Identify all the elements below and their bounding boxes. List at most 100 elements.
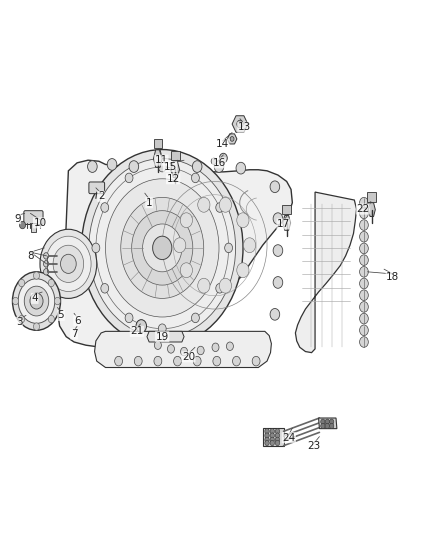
Circle shape: [173, 238, 186, 253]
Circle shape: [252, 357, 260, 366]
Text: 3: 3: [16, 317, 22, 327]
Circle shape: [125, 313, 133, 322]
Circle shape: [273, 277, 283, 288]
Circle shape: [92, 243, 100, 253]
Bar: [171, 151, 180, 160]
Circle shape: [219, 197, 232, 212]
Circle shape: [43, 253, 49, 259]
Circle shape: [191, 173, 199, 183]
Circle shape: [219, 154, 227, 163]
Circle shape: [265, 437, 269, 442]
Circle shape: [360, 302, 368, 312]
Circle shape: [273, 245, 283, 256]
Polygon shape: [95, 332, 272, 368]
Circle shape: [167, 345, 174, 353]
Circle shape: [33, 323, 39, 330]
Circle shape: [237, 120, 243, 128]
Text: 5: 5: [58, 310, 64, 320]
Circle shape: [360, 220, 368, 230]
Circle shape: [158, 163, 166, 172]
Circle shape: [276, 437, 280, 442]
Text: 15: 15: [163, 161, 177, 172]
Circle shape: [198, 278, 210, 293]
Circle shape: [152, 236, 172, 260]
Polygon shape: [283, 215, 290, 230]
Circle shape: [134, 357, 142, 366]
Polygon shape: [19, 281, 52, 324]
Polygon shape: [147, 332, 184, 342]
Polygon shape: [295, 192, 357, 353]
Circle shape: [270, 433, 275, 438]
Circle shape: [276, 440, 280, 446]
Circle shape: [321, 419, 325, 424]
Text: 8: 8: [27, 251, 34, 261]
Circle shape: [24, 286, 49, 316]
Circle shape: [143, 224, 182, 272]
Circle shape: [180, 213, 192, 228]
Text: 17: 17: [277, 219, 290, 229]
Circle shape: [270, 429, 275, 434]
Text: 23: 23: [307, 441, 321, 451]
Circle shape: [12, 272, 60, 330]
Circle shape: [329, 423, 334, 429]
Circle shape: [43, 261, 49, 267]
Polygon shape: [57, 160, 292, 349]
Polygon shape: [232, 116, 248, 132]
Circle shape: [154, 357, 162, 366]
Circle shape: [214, 161, 224, 172]
Circle shape: [273, 213, 283, 224]
Text: 14: 14: [216, 139, 229, 149]
Text: 20: 20: [182, 352, 195, 362]
Text: 1: 1: [146, 198, 152, 208]
Circle shape: [19, 279, 25, 287]
Circle shape: [270, 437, 275, 442]
Text: 18: 18: [386, 272, 399, 282]
Circle shape: [81, 150, 243, 346]
Circle shape: [360, 266, 368, 277]
Circle shape: [53, 245, 84, 282]
Circle shape: [360, 255, 368, 265]
Circle shape: [115, 357, 123, 366]
Text: 16: 16: [212, 158, 226, 168]
Circle shape: [125, 173, 133, 183]
Circle shape: [211, 158, 216, 165]
Text: 22: 22: [357, 204, 370, 214]
Text: 6: 6: [74, 316, 81, 326]
Circle shape: [33, 272, 39, 279]
Text: 7: 7: [71, 329, 78, 339]
Circle shape: [230, 136, 234, 141]
Circle shape: [233, 357, 240, 366]
Circle shape: [360, 197, 368, 208]
Circle shape: [360, 231, 368, 242]
Circle shape: [43, 269, 49, 275]
Circle shape: [213, 357, 221, 366]
Text: 21: 21: [130, 326, 144, 336]
Text: 4: 4: [32, 293, 38, 303]
Circle shape: [19, 316, 25, 323]
Circle shape: [18, 279, 55, 324]
Circle shape: [48, 316, 54, 323]
Bar: [153, 139, 162, 149]
Text: 9: 9: [14, 214, 21, 224]
Circle shape: [88, 161, 97, 172]
Circle shape: [158, 324, 166, 334]
Polygon shape: [368, 203, 375, 216]
Circle shape: [325, 419, 329, 424]
FancyBboxPatch shape: [24, 211, 43, 224]
Circle shape: [225, 243, 233, 253]
Circle shape: [219, 278, 232, 293]
Circle shape: [265, 433, 269, 438]
Circle shape: [30, 293, 43, 309]
Text: 13: 13: [238, 122, 251, 132]
Circle shape: [360, 313, 368, 324]
Circle shape: [192, 161, 202, 172]
Circle shape: [121, 197, 204, 298]
Circle shape: [106, 179, 219, 317]
Text: 11: 11: [155, 155, 168, 165]
Circle shape: [265, 429, 269, 434]
Circle shape: [40, 229, 97, 298]
Text: 12: 12: [166, 174, 180, 184]
Circle shape: [216, 203, 224, 212]
Circle shape: [216, 284, 224, 293]
Circle shape: [212, 343, 219, 352]
